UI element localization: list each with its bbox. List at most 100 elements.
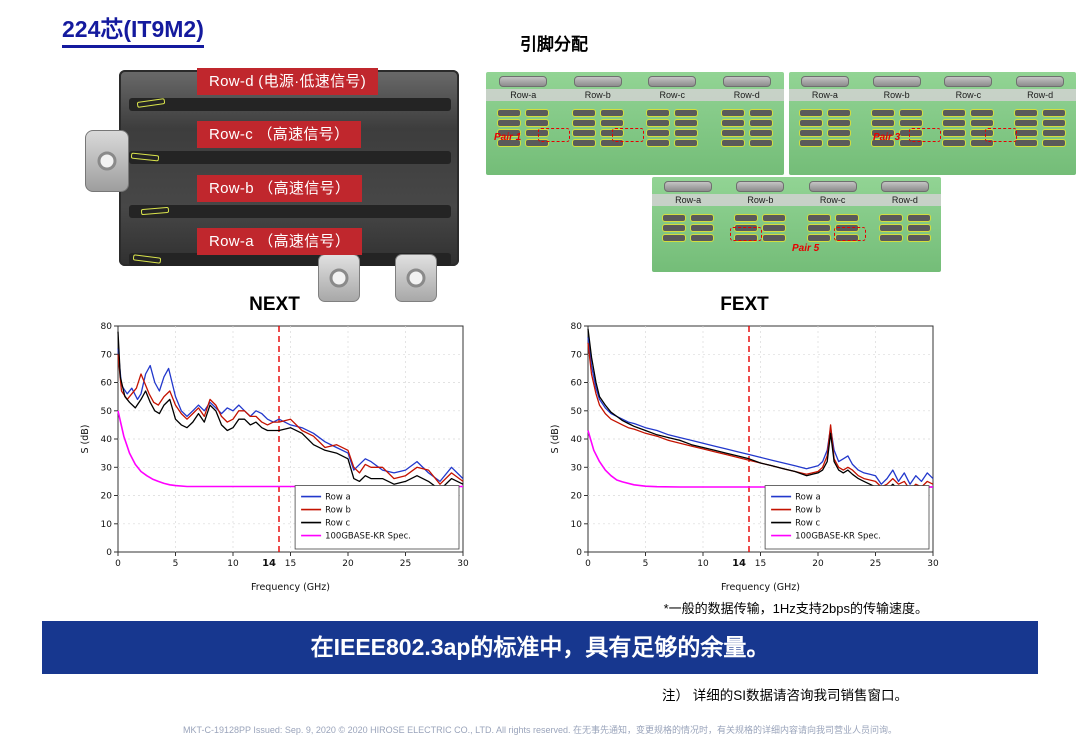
svg-text:25: 25 [870, 559, 881, 569]
pin-icon [571, 128, 596, 137]
svg-text:14: 14 [732, 558, 746, 569]
pin-icon [870, 108, 895, 117]
svg-text:S (dB): S (dB) [550, 424, 561, 453]
pin-icon [826, 138, 851, 147]
row-c-label: Row-c （高速信号） [197, 121, 362, 148]
pin-icon [834, 213, 859, 222]
connector-slot [129, 253, 451, 266]
pin-icon [674, 118, 699, 127]
screw-hole [406, 268, 426, 288]
pin-icon [798, 118, 823, 127]
pin-icon [798, 128, 823, 137]
pin-icon [646, 118, 671, 127]
pin-column-header: Row-c [635, 89, 710, 101]
pin-icon [662, 223, 687, 232]
pin-icon [970, 138, 995, 147]
pin-icon [571, 118, 596, 127]
pair-highlight-box [538, 128, 570, 142]
pin-icon [497, 118, 522, 127]
svg-text:5: 5 [173, 559, 179, 569]
pin-icon [806, 233, 831, 242]
pin-icon [762, 223, 787, 232]
pin-icon [674, 138, 699, 147]
pin-icon [720, 128, 745, 137]
pin-icon [734, 233, 759, 242]
next-chart-block: NEXT 0 10 20 30 40 50 60 70 80 0 5 10 15 20 25 30 S (dB)… [72, 294, 477, 596]
pin-icon [720, 138, 745, 147]
connector-slot [129, 205, 451, 218]
svg-text:60: 60 [101, 379, 113, 389]
pin-icon [906, 233, 931, 242]
pin-icon [762, 233, 787, 242]
pin-icon [1042, 128, 1067, 137]
mount-bracket-left [85, 130, 129, 192]
pin-icon [748, 138, 773, 147]
pin-icon [870, 118, 895, 127]
pin-icon [1014, 118, 1039, 127]
svg-text:Row c: Row c [325, 519, 350, 529]
connector-slot [129, 151, 451, 164]
pin-icon [734, 213, 759, 222]
svg-text:70: 70 [101, 350, 113, 360]
pin-icon [806, 213, 831, 222]
pin-icon [970, 118, 995, 127]
pin-icon [497, 138, 522, 147]
svg-text:Frequency (GHz): Frequency (GHz) [721, 582, 800, 593]
pin-icon [690, 233, 715, 242]
pin-column-header: Row-c [932, 89, 1005, 101]
pin-icon [646, 138, 671, 147]
pair-highlight-box [909, 128, 941, 142]
pin-icon [898, 108, 923, 117]
pin-icon [525, 128, 550, 137]
pin-column: Row-b [860, 72, 933, 175]
connector-capsule-icon [880, 181, 929, 192]
connector-capsule-icon [573, 76, 622, 87]
fext-chart: 0 10 20 30 40 50 60 70 80 0 5 10 15 20 25 30 S (dB) Frequ… [550, 322, 939, 593]
pin-icon [662, 213, 687, 222]
pin-icon [798, 138, 823, 147]
pin-icon [826, 108, 851, 117]
pin-column: Row-a [486, 72, 561, 175]
svg-text:20: 20 [812, 559, 824, 569]
connector-capsule-icon [1016, 76, 1065, 87]
svg-text:0: 0 [585, 559, 591, 569]
svg-text:5: 5 [643, 559, 649, 569]
svg-text:10: 10 [101, 520, 113, 530]
row-b-label: Row-b （高速信号） [197, 175, 363, 202]
conclusion-banner: 在IEEE802.3ap的标准中，具有足够的余量。 [42, 621, 1038, 674]
footer-copyright: MKT-C-19128PP Issued: Sep. 9, 2020 © 202… [183, 725, 897, 735]
pin-icon [748, 108, 773, 117]
pin-icon [646, 108, 671, 117]
pin-icon [1014, 138, 1039, 147]
pin-icon [720, 118, 745, 127]
pin-icon [878, 223, 903, 232]
pair-highlight-box [612, 128, 644, 142]
pin-icon [525, 138, 550, 147]
pin-column: Row-d [1004, 72, 1076, 175]
pin-icon [942, 118, 967, 127]
pin-icon [970, 108, 995, 117]
pin-column-header: Row-b [560, 89, 635, 101]
svg-text:Row c: Row c [795, 519, 820, 529]
pin-icon [674, 128, 699, 137]
svg-text:100GBASE-KR Spec.: 100GBASE-KR Spec. [795, 532, 881, 542]
connector-capsule-icon [664, 181, 713, 192]
pin-column: Row-d [868, 177, 941, 272]
pin-assignment-panel-3: Row-a Row-b Row-c Row-d Pair 5 [652, 177, 941, 272]
connector-capsule-icon [944, 76, 993, 87]
pin-icon [806, 223, 831, 232]
svg-text:Row a: Row a [325, 493, 351, 503]
pin-icon [599, 118, 624, 127]
pin-icon [898, 118, 923, 127]
pin-icon [1042, 108, 1067, 117]
svg-text:80: 80 [101, 322, 113, 332]
pin-icon [748, 128, 773, 137]
pin-icon [834, 233, 859, 242]
pin-column-header: Row-a [789, 89, 861, 101]
svg-text:20: 20 [342, 559, 354, 569]
pair-label: Pair 3 [873, 132, 901, 143]
pin-icon [1014, 108, 1039, 117]
svg-text:0: 0 [576, 548, 582, 558]
svg-text:60: 60 [571, 379, 583, 389]
connector-capsule-icon [722, 76, 771, 87]
